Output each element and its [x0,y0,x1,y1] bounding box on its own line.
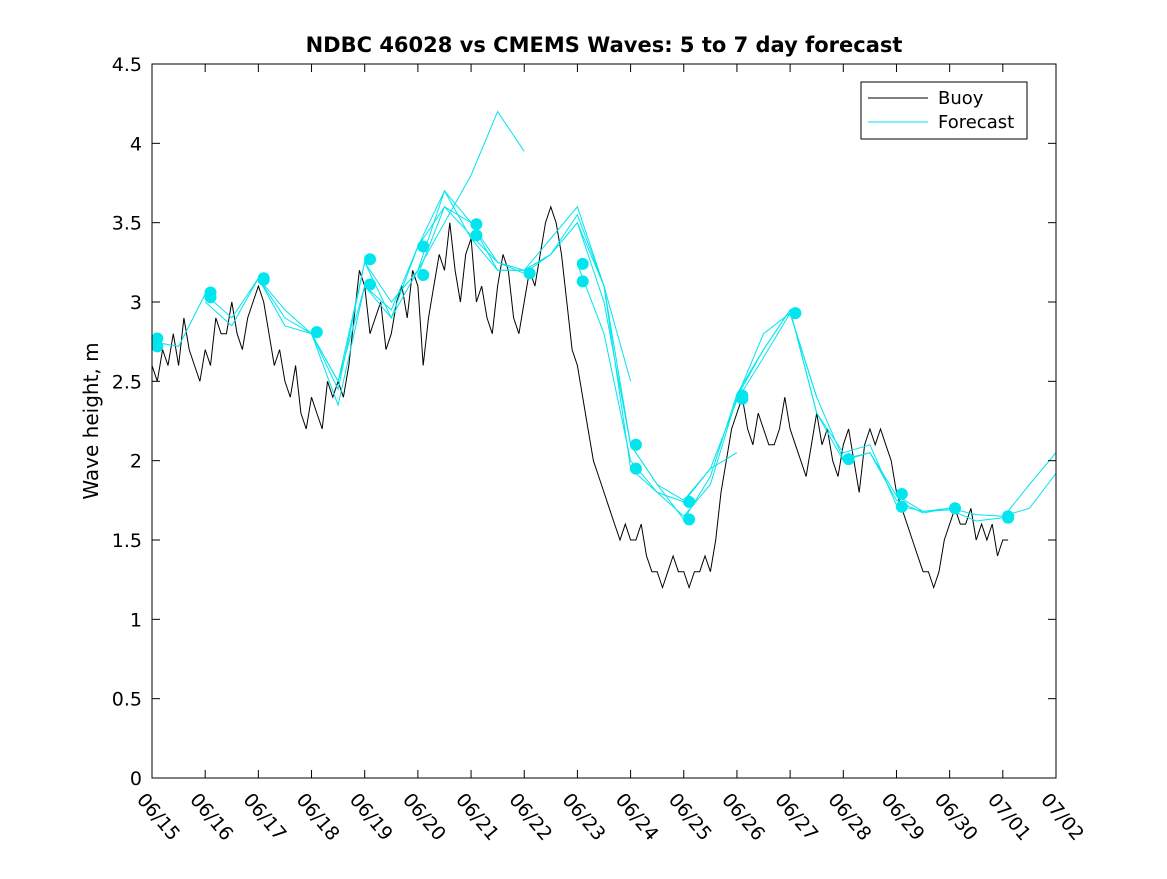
forecast-marker-3 [204,291,217,304]
buoy-line [151,205,1009,590]
y-tick-label-0: 0 [130,768,142,790]
forecast-marker-5 [257,273,270,286]
plot-frame [151,63,1057,779]
y-tick-label-7: 3.5 [112,213,142,235]
forecast-marker-25 [895,500,908,513]
forecast-marker-12 [470,229,483,242]
forecast-marker-9 [417,240,430,253]
forecast-marker-6 [310,326,323,339]
forecast-marker-7 [364,253,376,266]
y-tick-label-5: 2.5 [112,371,142,393]
forecast-marker-8 [364,278,376,291]
y-tick-label-4: 2 [130,451,142,473]
y-tick-label-3: 1.5 [112,530,142,552]
forecast-marker-22 [789,307,802,320]
forecast-marker-1 [151,340,164,353]
legend-label-buoy: Buoy [938,88,984,109]
forecast-marker-13 [523,267,536,280]
y-tick-label-2: 1 [130,609,142,631]
forecast-marker-26 [949,502,961,515]
legend-label-forecast: Forecast [938,112,1014,133]
legend-box [860,81,1028,140]
y-tick-label-6: 3 [130,292,142,314]
plot-layer [151,110,1057,590]
forecast-marker-23 [842,453,855,466]
y-tick-label-8: 4 [130,133,142,155]
y-tick-label-1: 0.5 [112,689,142,711]
forecast-marker-16 [629,438,642,451]
forecast-marker-18 [683,495,696,508]
forecast-marker-10 [417,269,430,281]
y-axis-label: Wave height, m [79,342,103,499]
forecast-marker-15 [576,275,589,288]
forecast-marker-21 [736,392,749,405]
forecast-marker-19 [683,513,696,526]
forecast-marker-28 [1002,511,1015,524]
chart-title: NDBC 46028 vs CMEMS Waves: 5 to 7 day fo… [306,33,903,57]
forecast-marker-24 [895,488,908,500]
forecast-line-5 [576,263,1057,522]
legend: Buoy Forecast [860,81,1028,140]
forecast-marker-14 [576,257,589,270]
forecast-marker-11 [470,218,483,231]
forecast-marker-17 [629,462,642,475]
y-tick-label-9: 4.5 [112,54,142,76]
